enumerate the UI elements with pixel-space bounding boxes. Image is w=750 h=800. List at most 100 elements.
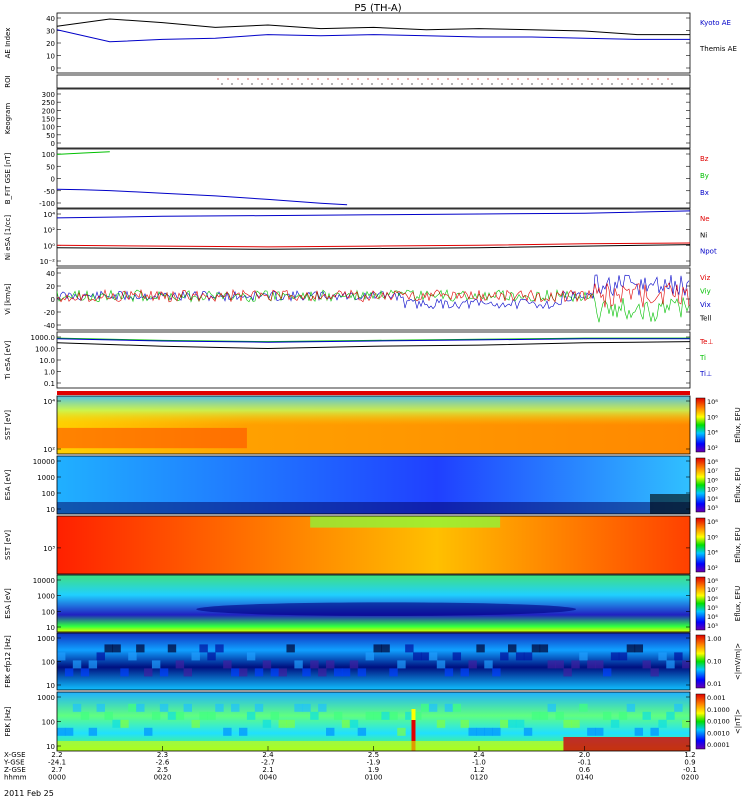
legend-entry: Vix (700, 301, 711, 309)
x-tick-label: 0120 (470, 774, 488, 782)
spectrogram-cell (650, 668, 659, 677)
spectrogram-cell (484, 727, 493, 736)
y-axis-label: SST [eV] (4, 410, 12, 440)
y-axis-label: Ni eSA [1/cc] (4, 215, 12, 261)
spectrogram-cell (468, 660, 477, 669)
x-axis-row-label: Y-GSE (3, 759, 25, 767)
legend-entry: Te⊥ (699, 338, 714, 346)
colorbar-label: <|nT|> (734, 709, 742, 734)
roi-mark (517, 78, 519, 80)
roi-mark (611, 83, 613, 85)
roi-mark (317, 78, 319, 80)
series-line-themis-ae (56, 18, 690, 36)
roi-mark (357, 78, 359, 80)
roi-mark (451, 83, 453, 85)
x-tick-label: 0000 (48, 774, 66, 782)
y-tick-label: 1000 (37, 474, 55, 482)
y-axis-label: ESA [eV] (4, 588, 12, 619)
legend-entry: Bz (700, 155, 709, 163)
roi-mark (621, 83, 623, 85)
roi-mark (587, 78, 589, 80)
roi-mark (371, 83, 373, 85)
plot-title: P5 (TH-A) (354, 3, 401, 14)
panel-sst-elec: SST [eV] 10³ 10⁸ 10⁶ 10⁴ 10² Eflux, EFU (4, 515, 742, 575)
velocity-trace (56, 282, 690, 308)
y-tick-label: 250 (42, 99, 55, 107)
roi-mark (491, 83, 493, 85)
roi-mark (647, 78, 649, 80)
spectrogram-band (196, 602, 577, 617)
spectrogram-cell (207, 711, 216, 720)
colorbar-tick-label: 10³ (707, 504, 718, 512)
y-tick-label: 100 (42, 659, 55, 667)
spectrogram-cell (610, 652, 620, 661)
x-tick-label: 0100 (365, 774, 383, 782)
y-tick-label: 1000 (37, 635, 55, 643)
series-line-npot (56, 244, 691, 250)
spectrogram-cell (389, 711, 398, 720)
spectrogram-cell (333, 668, 343, 677)
roi-mark (397, 78, 399, 80)
spectrogram-band (563, 737, 690, 751)
y-tick-label: 300 (42, 91, 55, 99)
spectrogram-cell (112, 719, 121, 728)
panel-frame (56, 74, 691, 89)
y-tick-label: 10² (43, 227, 55, 235)
colorbar-tick-label: 10⁷ (707, 586, 718, 594)
roi-mark (671, 83, 673, 85)
y-tick-label: 1000.0 (31, 334, 56, 342)
x-tick-label: 2.4 (262, 751, 274, 759)
spectrogram-cell (310, 660, 319, 669)
spectrogram-cell (254, 668, 264, 677)
roi-mark (407, 78, 409, 80)
y-tick-label: 10 (46, 682, 55, 690)
spectrogram-band (310, 516, 501, 528)
spectrogram-cell (658, 719, 667, 728)
spectrogram-cell (238, 668, 248, 677)
colorbar-tick-label: 10² (707, 444, 718, 452)
roi-mark (541, 83, 543, 85)
spectrogram-cell (373, 644, 382, 653)
spectrogram-cell (436, 719, 446, 728)
spectrogram-cell (231, 703, 240, 712)
roi-mark (567, 78, 569, 80)
roi-mark (251, 83, 253, 85)
spectrogram-cell (547, 660, 556, 669)
panel-frame (56, 515, 691, 575)
panel-roi: ROI (4, 74, 691, 89)
y-tick-label: 1000 (37, 694, 55, 702)
spectrogram-cell (294, 660, 303, 669)
colorbar-tick-label: 1.00 (707, 635, 721, 643)
series-line-ne (56, 242, 691, 248)
y-tick-label: 10³ (43, 545, 55, 553)
y-axis-label: ESA [eV] (4, 469, 12, 500)
roi-mark (501, 83, 503, 85)
roi-mark (261, 83, 263, 85)
spectrogram-cell (254, 703, 264, 712)
spectrogram-cell (674, 703, 683, 712)
y-tick-label: 0 (51, 65, 55, 73)
spectrogram-cell (595, 727, 604, 736)
colorbar-tick-label: 10² (707, 564, 718, 572)
spectrogram-cell (183, 668, 193, 677)
spectrogram-cell (642, 660, 651, 669)
spectrogram-cell (159, 703, 169, 712)
roi-mark (667, 78, 669, 80)
roi-mark (431, 83, 433, 85)
spectrogram-cell (634, 727, 644, 736)
colorbar-tick-label: 0.0100 (707, 718, 730, 726)
x-tick-label: 2.0 (579, 751, 590, 759)
y-axis-label: ROI (4, 75, 12, 87)
spectrogram-cell (120, 668, 129, 677)
colorbar-label: Eflux, EFU (734, 467, 742, 502)
roi-mark (221, 83, 223, 85)
colorbar (695, 693, 706, 750)
roi-mark (477, 78, 479, 80)
roi-mark (241, 83, 243, 85)
x-tick-label: -0.1 (578, 759, 592, 767)
roi-mark (617, 78, 619, 80)
spectrogram-cell (96, 652, 105, 661)
spectrogram-cell (215, 703, 224, 712)
